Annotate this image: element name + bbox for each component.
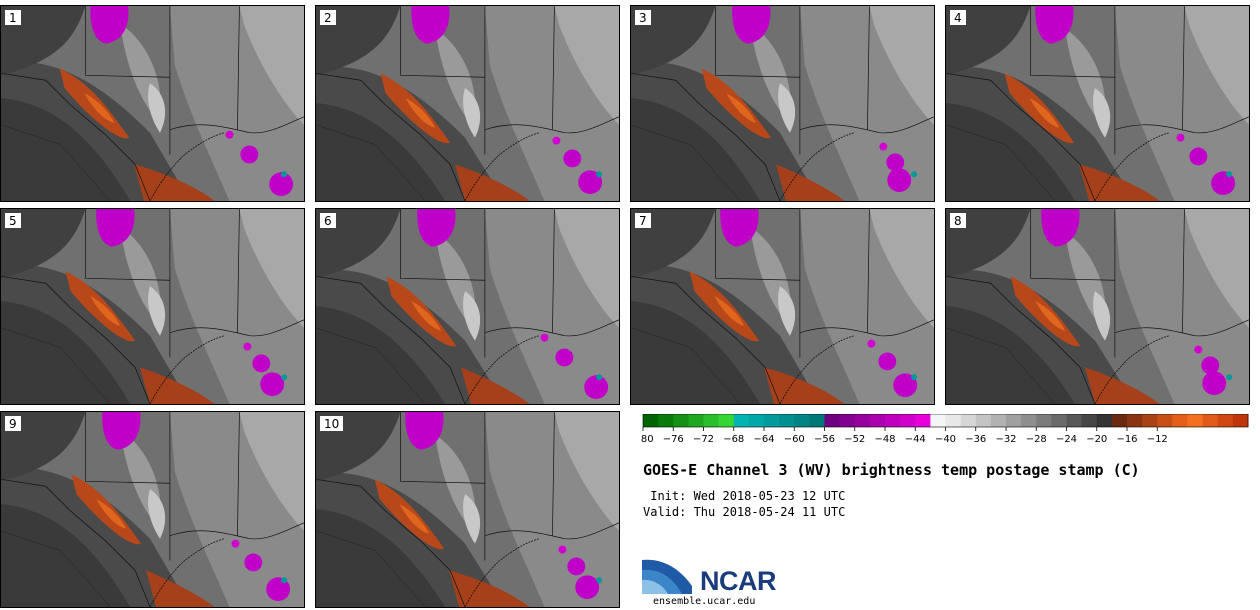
colorbar-swatch (794, 414, 810, 427)
colorbar-tick-label: −20 (1086, 434, 1107, 445)
colorbar-swatch (1036, 414, 1052, 427)
colorbar-tick-label: −24 (1056, 434, 1077, 445)
colorbar-tick-label: −12 (1147, 434, 1168, 445)
colorbar-swatch (1187, 414, 1204, 427)
colorbar-swatch (658, 414, 674, 427)
map-panel-10: 10 (315, 411, 620, 608)
colorbar-swatch (1111, 414, 1128, 427)
colorbar-tick-label: −60 (784, 434, 805, 445)
colorbar-swatch (748, 414, 765, 427)
colorbar-swatch (990, 414, 1007, 427)
ncar-logo-text: NCAR (700, 566, 777, 596)
colorbar-swatch (824, 414, 841, 427)
colorbar-swatch (1096, 414, 1113, 427)
colorbar-swatch (779, 414, 795, 427)
map-panel-3: 3 (630, 5, 935, 202)
colorbar-swatch (854, 414, 871, 427)
map-panel-1: 1 (0, 5, 305, 202)
colorbar-swatch (1051, 414, 1067, 427)
colorbar-swatch (960, 414, 977, 427)
map-panel-2: 2 (315, 5, 620, 202)
colorbar-swatch (1202, 414, 1219, 427)
init-time: Init: Wed 2018-05-23 12 UTC (643, 489, 846, 503)
map-panel-8: 8 (945, 208, 1250, 405)
colorbar-swatch (915, 414, 931, 427)
colorbar-swatch (1066, 414, 1083, 427)
colorbar: −80−76−72−68−64−60−56−52−48−44−40−36−32−… (640, 414, 1249, 445)
map-panel-9: 9 (0, 411, 305, 608)
colorbar-swatch (839, 414, 856, 427)
panel-number: 4 (950, 10, 966, 25)
colorbar-tick-label: −16 (1116, 434, 1137, 445)
colorbar-swatch (945, 414, 962, 427)
colorbar-tick-label: −32 (995, 434, 1016, 445)
colorbar-swatch (1021, 414, 1037, 427)
colorbar-tick-label: −76 (663, 434, 684, 445)
panel-number: 7 (635, 213, 651, 228)
valid-time: Valid: Thu 2018-05-24 11 UTC (643, 505, 846, 519)
colorbar-tick-label: −72 (693, 434, 714, 445)
panel-number: 1 (5, 10, 21, 25)
colorbar-swatch (975, 414, 992, 427)
colorbar-swatch (869, 414, 886, 427)
colorbar-tick-label: −48 (874, 434, 895, 445)
map-panel-6: 6 (315, 208, 620, 405)
colorbar-tick-label: −36 (965, 434, 986, 445)
colorbar-tick-label: −68 (723, 434, 744, 445)
colorbar-swatch (733, 414, 750, 427)
colorbar-tick-label: −40 (935, 434, 956, 445)
colorbar-tick-label: −52 (844, 434, 865, 445)
colorbar-tick-label: −64 (753, 434, 774, 445)
panel-number: 2 (320, 10, 336, 25)
colorbar-swatch (1006, 414, 1022, 427)
colorbar-tick-label: −28 (1026, 434, 1047, 445)
colorbar-swatch (764, 414, 780, 427)
colorbar-swatch (1081, 414, 1098, 427)
colorbar-swatch (1127, 414, 1143, 427)
panel-number: 8 (950, 213, 966, 228)
panel-number: 9 (5, 416, 21, 431)
colorbar-swatch (885, 414, 901, 427)
colorbar-tick-label: −80 (640, 434, 654, 445)
panel-number: 5 (5, 213, 21, 228)
colorbar-swatch (930, 414, 946, 427)
figure-title: GOES-E Channel 3 (WV) brightness temp po… (643, 461, 1140, 479)
colorbar-swatch (1157, 414, 1173, 427)
map-panel-4: 4 (945, 5, 1250, 202)
colorbar-tick-label: −56 (814, 434, 835, 445)
colorbar-swatch (688, 414, 704, 427)
ncar-logo-icon (642, 552, 698, 594)
colorbar-swatch (1232, 414, 1249, 427)
panel-number: 6 (320, 213, 336, 228)
colorbar-tick-label: −44 (905, 434, 926, 445)
colorbar-swatch (718, 414, 735, 427)
colorbar-swatch (809, 414, 825, 427)
site-url: ensemble.ucar.edu (653, 596, 756, 607)
colorbar-swatch (703, 414, 720, 427)
colorbar-swatch (1172, 414, 1188, 427)
colorbar-swatch (900, 414, 916, 427)
map-panel-7: 7 (630, 208, 935, 405)
map-panel-5: 5 (0, 208, 305, 405)
colorbar-swatch (1217, 414, 1234, 427)
colorbar-swatch (673, 414, 689, 427)
panel-number: 10 (320, 416, 344, 431)
colorbar-swatch (1142, 414, 1158, 427)
colorbar-swatch (643, 414, 659, 427)
panel-number: 3 (635, 10, 651, 25)
